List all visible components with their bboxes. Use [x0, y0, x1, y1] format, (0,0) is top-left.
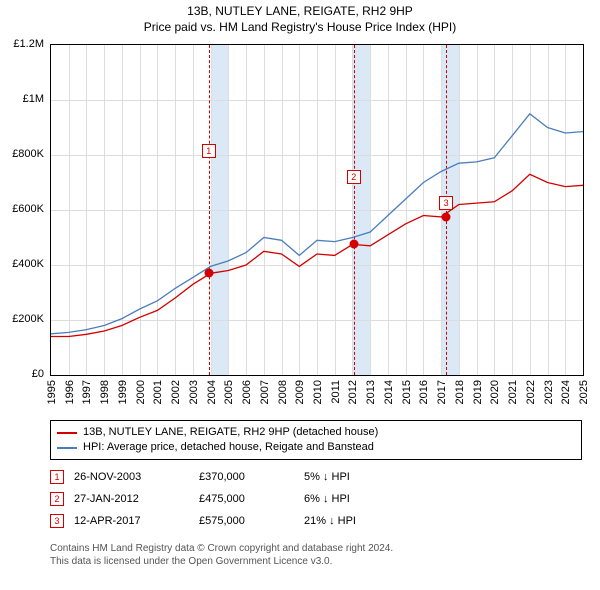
y-tick-label: £600K — [0, 203, 44, 215]
transaction-date: 26-NOV-2003 — [74, 471, 189, 483]
transaction-row: 1 26-NOV-2003 £370,000 5% ↓ HPI — [50, 470, 350, 484]
transaction-delta: 21% ↓ HPI — [304, 515, 356, 527]
x-tick-label: 2006 — [241, 380, 253, 404]
price-dot — [204, 269, 213, 278]
y-tick-label: £1M — [0, 93, 44, 105]
transaction-date: 27-JAN-2012 — [74, 493, 189, 505]
legend: 13B, NUTLEY LANE, REIGATE, RH2 9HP (deta… — [50, 420, 582, 460]
x-tick-label: 2001 — [152, 380, 164, 404]
chart-svg — [51, 45, 583, 375]
legend-row: 13B, NUTLEY LANE, REIGATE, RH2 9HP (deta… — [57, 425, 575, 440]
page-title: 13B, NUTLEY LANE, REIGATE, RH2 9HP — [0, 4, 600, 18]
transaction-price: £475,000 — [199, 493, 294, 505]
x-tick-label: 2020 — [489, 380, 501, 404]
x-tick-label: 2007 — [259, 380, 271, 404]
x-tick-label: 2010 — [312, 380, 324, 404]
legend-swatch — [57, 447, 77, 449]
transaction-marker: 1 — [50, 470, 64, 484]
price-chart: 123 — [50, 44, 584, 376]
transaction-date: 12-APR-2017 — [74, 515, 189, 527]
x-tick-label: 1997 — [81, 380, 93, 404]
x-tick-label: 2011 — [330, 380, 342, 404]
y-tick-label: £0 — [0, 368, 44, 380]
transaction-delta: 6% ↓ HPI — [304, 493, 350, 505]
x-tick-label: 2008 — [277, 380, 289, 404]
transaction-marker: 2 — [50, 492, 64, 506]
transaction-marker: 3 — [50, 514, 64, 528]
x-tick-label: 1998 — [99, 380, 111, 404]
y-tick-label: £400K — [0, 258, 44, 270]
legend-row: HPI: Average price, detached house, Reig… — [57, 440, 575, 455]
x-tick-label: 2004 — [206, 380, 218, 404]
page-subtitle: Price paid vs. HM Land Registry's House … — [0, 20, 600, 34]
footer-attribution: Contains HM Land Registry data © Crown c… — [50, 542, 393, 568]
legend-label: HPI: Average price, detached house, Reig… — [83, 440, 374, 455]
footer-line-1: Contains HM Land Registry data © Crown c… — [50, 542, 393, 555]
x-tick-label: 2014 — [383, 380, 395, 404]
x-tick-label: 2016 — [418, 380, 430, 404]
x-tick-label: 1995 — [46, 380, 58, 404]
x-tick-label: 2003 — [188, 380, 200, 404]
x-tick-label: 2019 — [472, 380, 484, 404]
x-tick-label: 2025 — [578, 380, 590, 404]
transaction-price: £370,000 — [199, 471, 294, 483]
legend-swatch — [57, 432, 77, 434]
legend-label: 13B, NUTLEY LANE, REIGATE, RH2 9HP (deta… — [83, 425, 378, 440]
transaction-row: 3 12-APR-2017 £575,000 21% ↓ HPI — [50, 514, 356, 528]
transaction-delta: 5% ↓ HPI — [304, 471, 350, 483]
x-tick-label: 2024 — [560, 380, 572, 404]
y-tick-label: £1.2M — [0, 38, 44, 50]
x-tick-label: 2012 — [347, 380, 359, 404]
x-tick-label: 2022 — [525, 380, 537, 404]
x-tick-label: 2000 — [135, 380, 147, 404]
x-tick-label: 2017 — [436, 380, 448, 404]
x-tick-label: 2021 — [507, 380, 519, 404]
footer-line-2: This data is licensed under the Open Gov… — [50, 555, 393, 568]
transaction-price: £575,000 — [199, 515, 294, 527]
series-blue — [51, 114, 583, 334]
x-tick-label: 2023 — [543, 380, 555, 404]
x-tick-label: 1999 — [117, 380, 129, 404]
transaction-row: 2 27-JAN-2012 £475,000 6% ↓ HPI — [50, 492, 350, 506]
x-tick-label: 2002 — [170, 380, 182, 404]
y-tick-label: £800K — [0, 148, 44, 160]
x-tick-label: 2005 — [223, 380, 235, 404]
series-red — [51, 174, 583, 336]
x-tick-label: 2013 — [365, 380, 377, 404]
x-tick-label: 2015 — [401, 380, 413, 404]
price-dot — [349, 240, 358, 249]
price-dot — [442, 212, 451, 221]
x-tick-label: 1996 — [64, 380, 76, 404]
x-tick-label: 2009 — [294, 380, 306, 404]
x-tick-label: 2018 — [454, 380, 466, 404]
y-tick-label: £200K — [0, 313, 44, 325]
